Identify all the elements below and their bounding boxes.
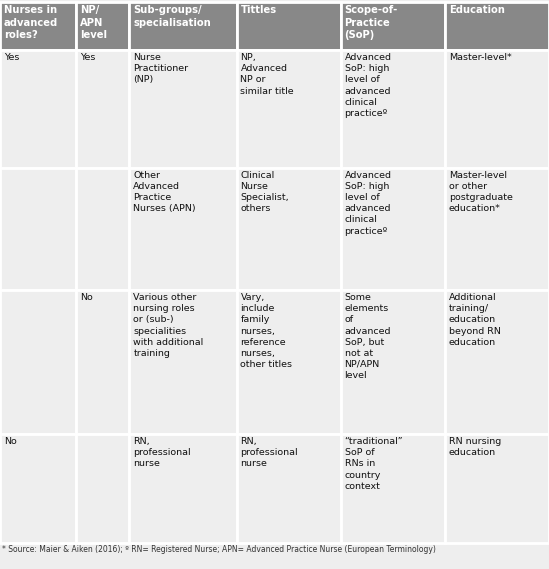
Bar [76,2,130,50]
Text: Yes: Yes [4,53,19,62]
Text: Clinical
Nurse
Specialist,
others: Clinical Nurse Specialist, others [240,171,289,213]
Text: Sub-groups/
specialisation: Sub-groups/ specialisation [133,5,211,28]
Bar [445,50,549,167]
Bar [341,167,445,290]
Text: Tittles: Tittles [240,5,277,15]
Text: Education: Education [449,5,505,15]
Text: * Source: Maier & Aiken (2016); º RN= Registered Nurse; APN= Advanced Practice N: * Source: Maier & Aiken (2016); º RN= Re… [2,546,436,554]
Bar [130,290,237,434]
Bar [445,290,549,434]
Text: RN nursing
education: RN nursing education [449,437,501,457]
Bar [76,290,130,434]
Bar [341,434,445,543]
Text: Master-level
or other
postgraduate
education*: Master-level or other postgraduate educa… [449,171,513,213]
Text: NP/
APN
level: NP/ APN level [80,5,107,40]
Text: Some
elements
of
advanced
SoP, but
not at
NP/APN
level: Some elements of advanced SoP, but not a… [345,293,391,380]
Bar [130,167,237,290]
Bar [237,290,341,434]
Text: Nurses in
advanced
roles?: Nurses in advanced roles? [4,5,58,40]
Bar [237,434,341,543]
Bar [76,167,130,290]
Bar [237,50,341,167]
Bar [0,434,76,543]
Bar [76,50,130,167]
Text: Yes: Yes [80,53,95,62]
Bar [130,434,237,543]
Bar [0,290,76,434]
Text: RN,
professional
nurse: RN, professional nurse [240,437,298,468]
Bar [237,167,341,290]
Text: RN,
professional
nurse: RN, professional nurse [133,437,191,468]
Text: Master-level*: Master-level* [449,53,512,62]
Bar [130,50,237,167]
Text: Scope-of-
Practice
(SoP): Scope-of- Practice (SoP) [345,5,398,40]
Bar [0,167,76,290]
Text: No: No [4,437,16,446]
Bar [445,167,549,290]
Bar [445,2,549,50]
Bar [237,2,341,50]
Text: Additional
training/
education
beyond RN
education: Additional training/ education beyond RN… [449,293,501,347]
Text: No: No [80,293,93,302]
Bar [341,290,445,434]
Bar [0,2,76,50]
Bar [130,2,237,50]
Bar [341,50,445,167]
Text: “traditional”
SoP of
RNs in
country
context: “traditional” SoP of RNs in country cont… [345,437,403,490]
Text: NP,
Advanced
NP or
similar title: NP, Advanced NP or similar title [240,53,294,96]
Text: Advanced
SoP: high
level of
advanced
clinical
practiceº: Advanced SoP: high level of advanced cli… [345,171,391,236]
Text: Various other
nursing roles
or (sub-)
specialities
with additional
training: Various other nursing roles or (sub-) sp… [133,293,204,358]
Text: Vary,
include
family
nurses,
reference
nurses,
other titles: Vary, include family nurses, reference n… [240,293,293,369]
Text: Nurse
Practitioner
(NP): Nurse Practitioner (NP) [133,53,188,84]
Bar [341,2,445,50]
Text: Other
Advanced
Practice
Nurses (APN): Other Advanced Practice Nurses (APN) [133,171,196,213]
Bar [76,434,130,543]
Bar [0,50,76,167]
Text: Advanced
SoP: high
level of
advanced
clinical
practiceº: Advanced SoP: high level of advanced cli… [345,53,391,118]
Bar [445,434,549,543]
